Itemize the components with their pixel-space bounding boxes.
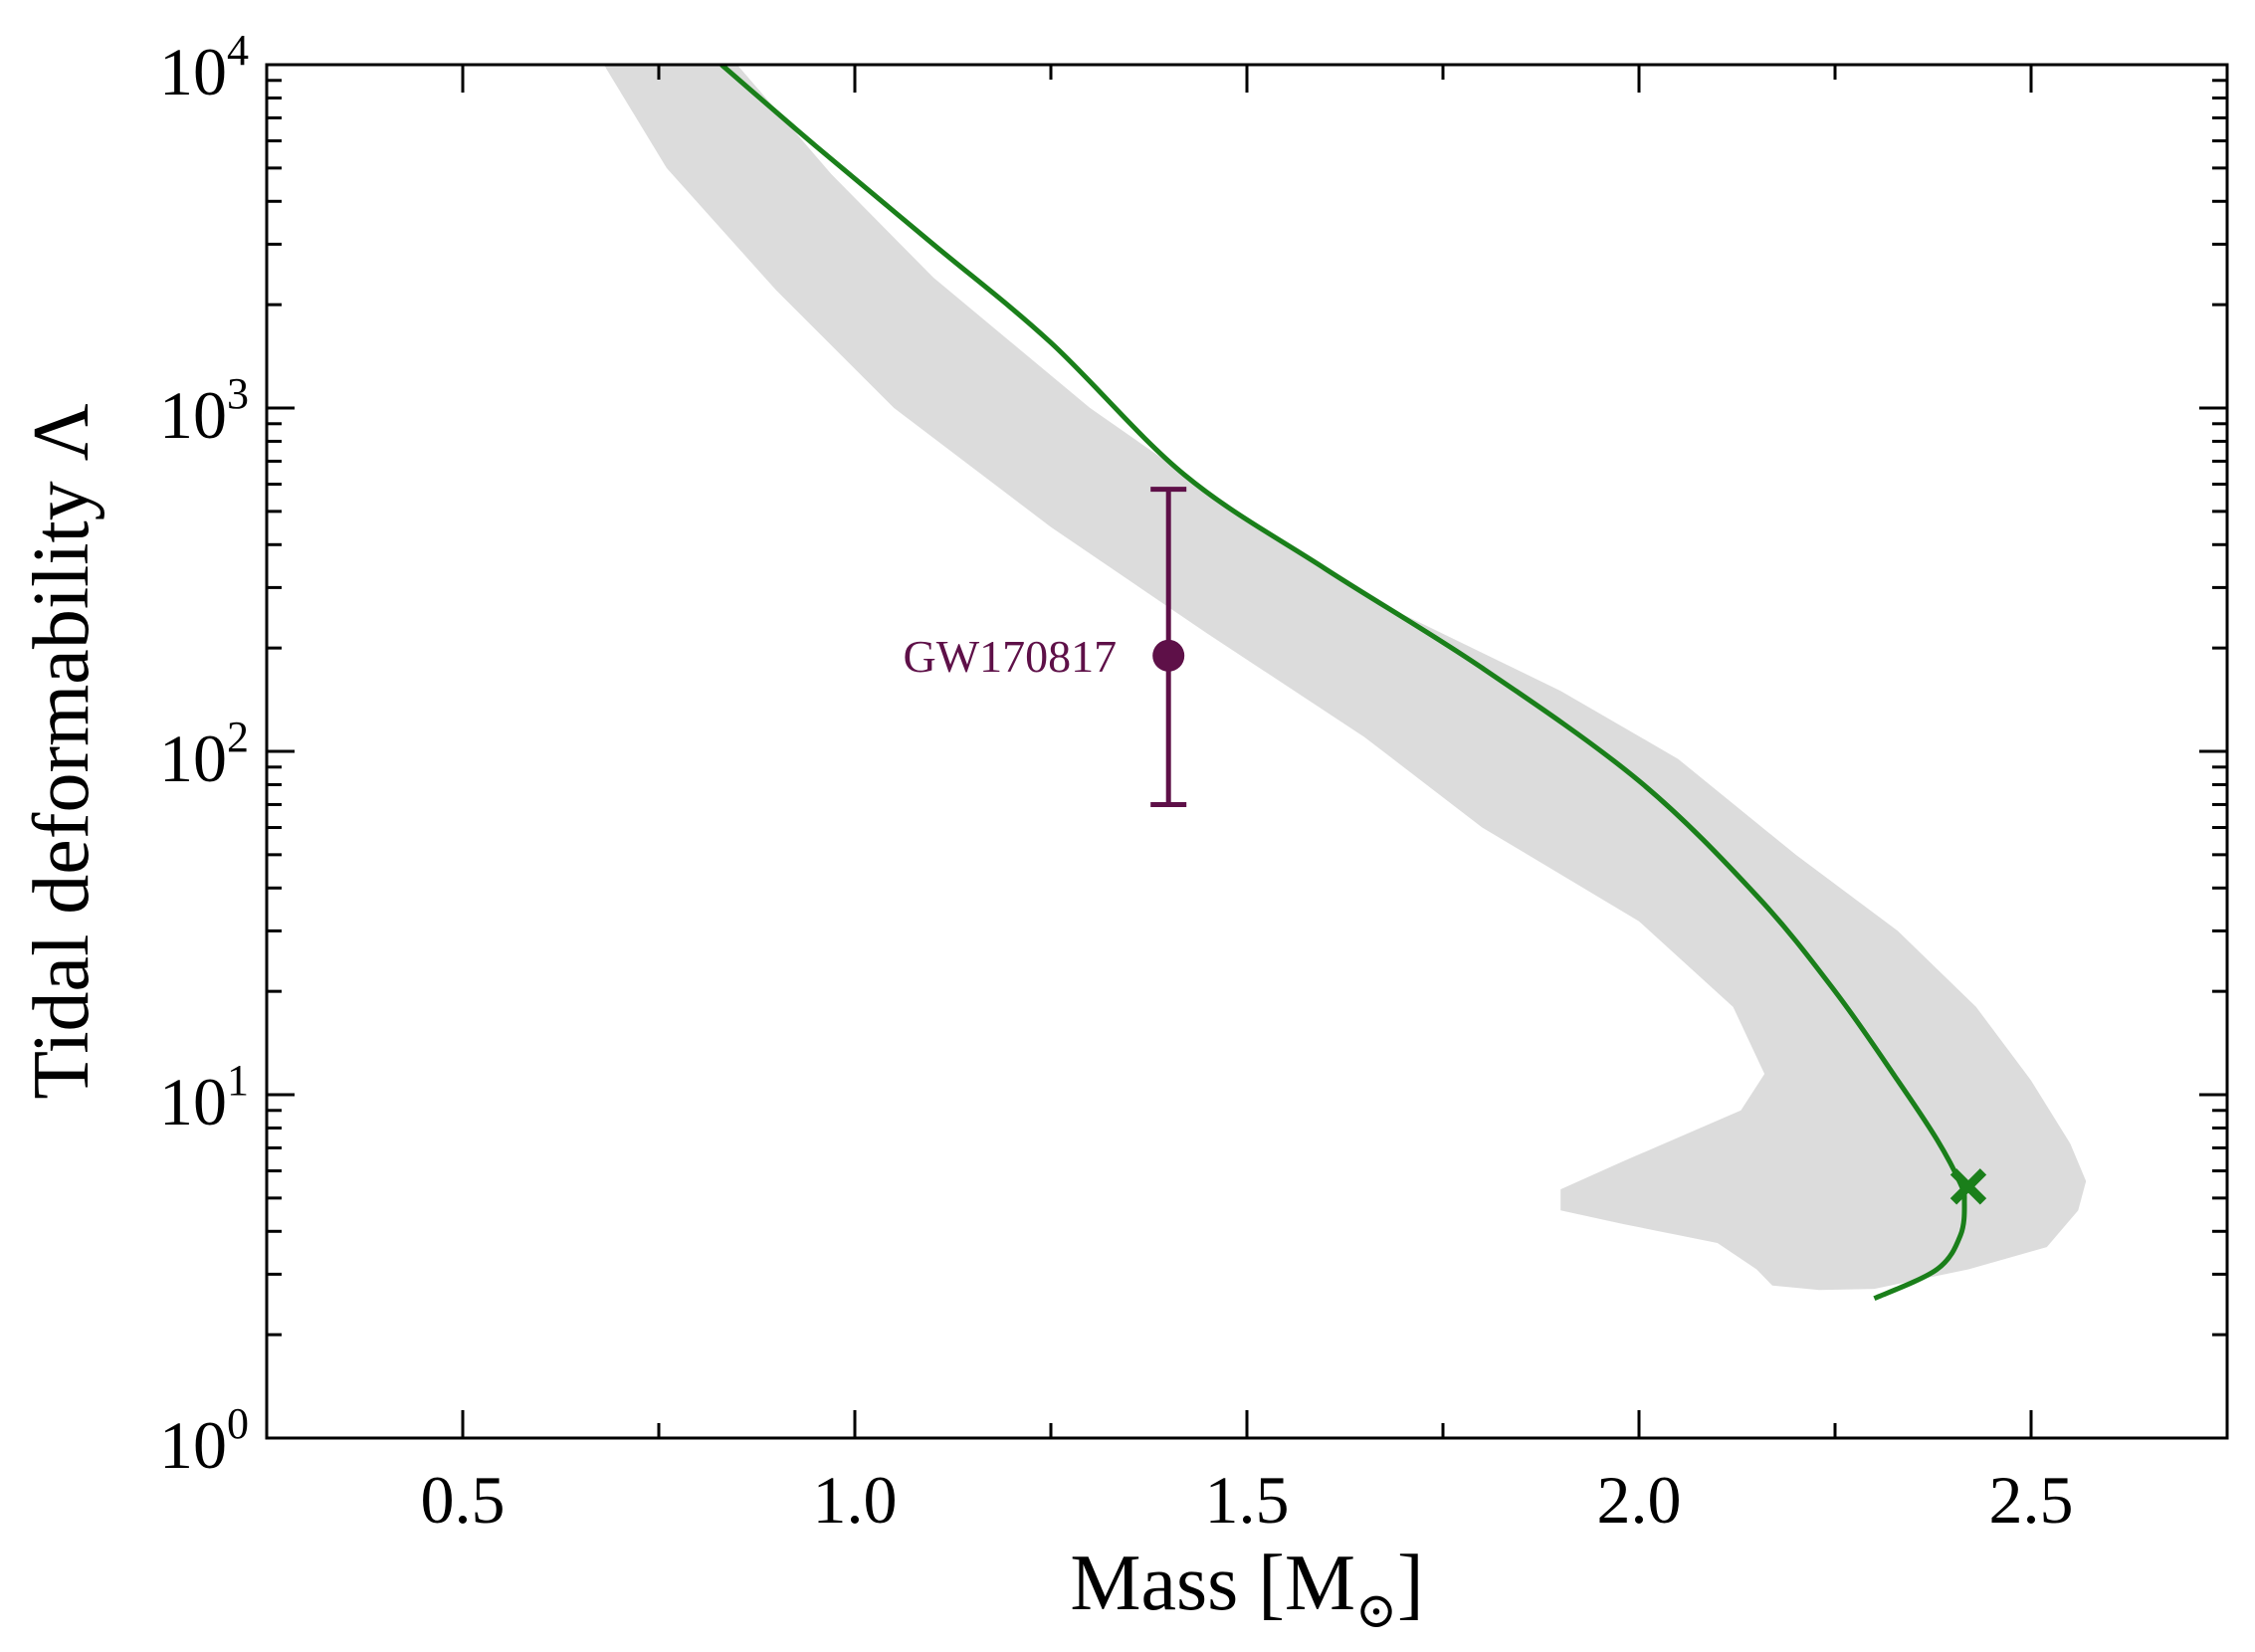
y-tick-label-base: 10 xyxy=(159,1064,227,1139)
x-axis-title-sub: ⊙ xyxy=(1355,1582,1397,1638)
gw170817-label: GW170817 xyxy=(904,631,1118,682)
y-tick-label: 103 xyxy=(159,369,249,453)
y-tick-label: 104 xyxy=(159,26,249,109)
x-axis-title: Mass [M⊙] xyxy=(1070,1540,1423,1638)
ticks-layer xyxy=(265,63,2229,1440)
x-axis-title-end: ] xyxy=(1397,1540,1424,1627)
gw170817-point xyxy=(1152,639,1185,672)
x-tick-label: 0.5 xyxy=(421,1462,506,1538)
y-tick-label-exponent: 4 xyxy=(227,26,249,75)
y-tick-label-exponent: 1 xyxy=(227,1056,249,1105)
observation-layer: GW170817 xyxy=(904,487,1187,807)
x-tick-label: 1.0 xyxy=(813,1462,898,1538)
y-tick-label: 100 xyxy=(159,1399,249,1483)
y-tick-label-base: 10 xyxy=(159,34,227,109)
band-layer xyxy=(603,65,2087,1291)
y-axis-title: Tidal deformability Λ xyxy=(18,403,105,1099)
y-tick-label-base: 10 xyxy=(159,721,227,796)
x-tick-label: 2.0 xyxy=(1597,1462,1682,1538)
x-tick-label: 2.5 xyxy=(1989,1462,2074,1538)
y-tick-label: 101 xyxy=(159,1056,249,1139)
x-axis-title-main: Mass [M xyxy=(1070,1540,1355,1627)
x-tick-label: 1.5 xyxy=(1205,1462,1290,1538)
y-tick-label-exponent: 0 xyxy=(227,1399,249,1448)
max-mass-marker xyxy=(1949,1168,1987,1205)
y-tick-label-base: 10 xyxy=(159,377,227,453)
uncertainty-band xyxy=(603,65,2087,1291)
y-tick-label: 102 xyxy=(159,713,249,796)
y-tick-label-base: 10 xyxy=(159,1407,227,1483)
y-tick-label-exponent: 2 xyxy=(227,713,249,761)
y-tick-label-exponent: 3 xyxy=(227,369,249,418)
series-layer xyxy=(719,65,1987,1301)
